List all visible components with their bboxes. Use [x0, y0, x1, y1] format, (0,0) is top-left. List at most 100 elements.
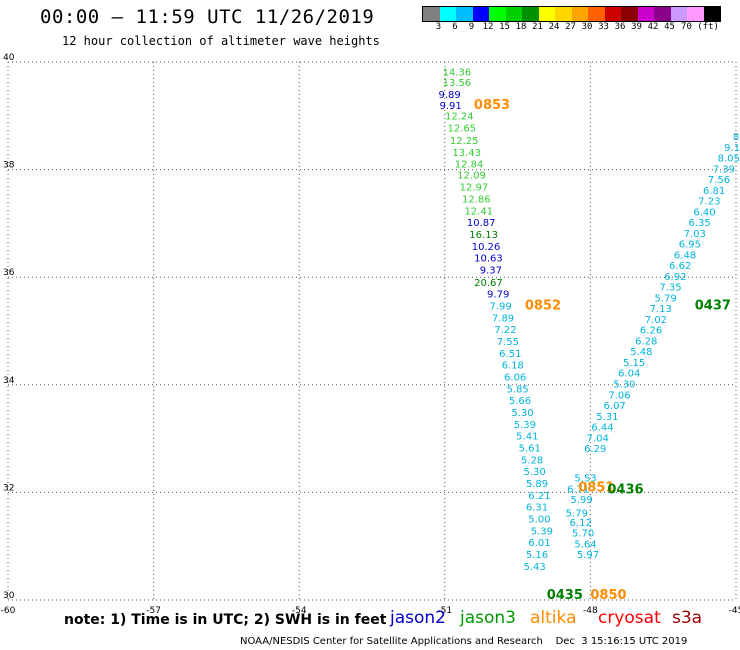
wave-height-label: 5.97	[577, 550, 599, 561]
wave-height-label: 5.30	[613, 379, 635, 390]
scale-swatch	[538, 7, 555, 21]
wave-height-label: 6.21	[528, 491, 550, 502]
x-tick-label: -51	[437, 606, 452, 616]
wave-height-label: 6.28	[635, 336, 657, 347]
scale-swatch	[489, 7, 506, 21]
wave-height-label: 14.36	[443, 67, 472, 78]
wave-height-label: 7.99	[489, 301, 511, 312]
wave-height-label: 6.71	[567, 484, 589, 495]
wave-height-label: 6.26	[640, 326, 662, 337]
x-tick-label: -48	[583, 606, 598, 616]
wave-height-label: 6.31	[526, 503, 548, 514]
wave-height-label: 6.01	[528, 538, 550, 549]
wave-height-label: 5.79	[566, 509, 588, 520]
scale-label: 15	[499, 22, 510, 32]
scale-swatch	[621, 7, 638, 21]
wave-height-label: 5.30	[523, 467, 545, 478]
wave-height-label: 10.87	[467, 218, 496, 229]
wave-height-label: 6.06	[504, 372, 526, 383]
wave-height-label: 5.39	[514, 420, 536, 431]
scale-label: 12	[482, 22, 494, 32]
wave-height-label: 5.31	[596, 412, 618, 423]
wave-height-label: 7.06	[608, 390, 630, 401]
scale-swatch	[637, 7, 654, 21]
wave-height-label: 5.00	[528, 515, 550, 526]
scale-swatch	[423, 7, 440, 21]
wave-height-label: 5.48	[630, 347, 652, 358]
wave-height-label: 12.25	[450, 136, 479, 147]
wave-height-label: 7.23	[698, 197, 720, 208]
wave-height-label: 6.62	[669, 261, 691, 272]
y-tick-label: 34	[3, 376, 15, 386]
wave-height-label: 13.56	[443, 78, 472, 89]
wave-height-label: 10.26	[472, 242, 501, 253]
wave-height-label: 5.61	[519, 444, 541, 455]
scale-label: 70 (ft)	[681, 22, 719, 32]
wave-height-label: 6.92	[664, 272, 686, 283]
wave-height-label: 5.43	[523, 562, 545, 573]
wave-height-label: 7.02	[645, 315, 667, 326]
wave-height-label: 12.24	[445, 112, 474, 123]
wave-height-label: 7.03	[684, 229, 706, 240]
scale-label: 30	[581, 22, 593, 32]
scale-swatch	[654, 7, 671, 21]
wave-height-label: 6.48	[674, 250, 696, 261]
scale-label: 3	[435, 22, 442, 32]
scale-label: 24	[548, 22, 560, 32]
wave-height-label: 5.30	[511, 408, 533, 419]
wave-height-label: 6.29	[584, 444, 606, 455]
wave-height-label: 12.65	[447, 123, 476, 134]
y-tick-label: 30	[3, 591, 15, 601]
wave-height-label: 6.35	[688, 218, 710, 229]
wave-height-label: 5.89	[526, 479, 548, 490]
scale-label: 33	[598, 22, 609, 32]
scale-swatch	[555, 7, 572, 21]
wave-height-label: 7.89	[492, 313, 514, 324]
scale-label: 39	[631, 22, 642, 32]
wave-height-label: 9.89	[439, 90, 461, 101]
wave-height-label: 7.13	[650, 304, 672, 315]
scale-swatch	[703, 7, 720, 21]
wave-height-label: 13.43	[452, 148, 481, 159]
wave-height-label: 6.44	[591, 423, 613, 434]
wave-height-label: 5.41	[516, 432, 538, 443]
wave-height-label: 9.37	[480, 265, 502, 276]
wave-height-label: 8.05	[718, 154, 740, 165]
wave-height-label: 12.84	[455, 159, 484, 170]
scale-label: 9	[468, 22, 475, 32]
wave-height-label: 10.63	[474, 254, 503, 265]
scale-swatch	[571, 7, 588, 21]
x-tick-label: -45	[729, 606, 740, 616]
note-text: note: 1) Time is in UTC; 2) SWH is in fe…	[64, 612, 387, 628]
wave-height-label: 5.53	[574, 474, 596, 485]
wave-height-label: 5.28	[521, 455, 543, 466]
wave-height-label: 5.39	[531, 526, 553, 537]
scale-swatch	[522, 7, 539, 21]
pass-time-label: 0437	[695, 298, 731, 313]
color-scale-bar	[422, 6, 721, 22]
x-tick-label: -57	[146, 606, 161, 616]
scale-label: 18	[515, 22, 527, 32]
wave-height-label: 5.85	[506, 384, 528, 395]
x-tick-label: -54	[292, 606, 307, 616]
wave-height-label: 6.18	[502, 361, 524, 372]
scale-swatch	[670, 7, 687, 21]
wave-height-label: 12.41	[464, 206, 493, 217]
wave-height-label: 5.64	[574, 539, 596, 550]
wave-height-label: 12.86	[462, 194, 491, 205]
scale-label: 21	[532, 22, 543, 32]
scale-swatch	[439, 7, 456, 21]
y-tick-label: 40	[3, 53, 15, 63]
scale-label: 27	[565, 22, 576, 32]
scale-swatch	[456, 7, 473, 21]
footer-credit: NOAA/NESDIS Center for Satellite Applica…	[240, 636, 688, 647]
wave-height-label: 7.39	[713, 164, 735, 175]
wave-height-label: 7.35	[659, 283, 681, 294]
scale-swatch	[687, 7, 704, 21]
wave-height-label: 5.79	[654, 293, 676, 304]
wave-height-label: 7.56	[708, 175, 730, 186]
scale-swatch	[505, 7, 522, 21]
wave-height-label: 5.15	[623, 358, 645, 369]
y-tick-label: 32	[3, 483, 14, 493]
